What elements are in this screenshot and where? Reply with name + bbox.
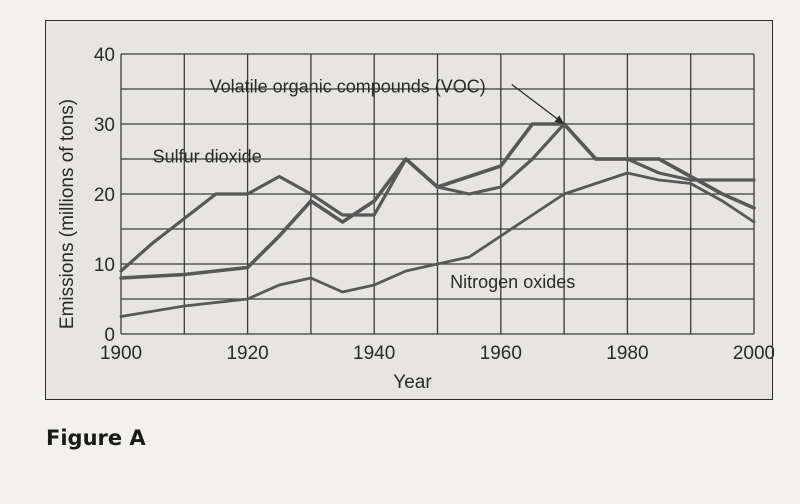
- y-tick-label: 10: [94, 255, 115, 276]
- series-line-2: [119, 122, 756, 280]
- series-label-3: Nitrogen oxides: [450, 272, 575, 292]
- x-tick-label: 1960: [480, 343, 522, 364]
- chart-labels: Emissions (millions of tons) Year 0 10 20 3…: [57, 45, 774, 393]
- x-tick-label: 2000: [733, 343, 774, 364]
- series-label-1: Sulfur dioxide: [153, 147, 262, 167]
- annotation-arrow-head: [554, 115, 565, 124]
- x-tick-label: 1900: [100, 343, 142, 364]
- y-tick-label: 0: [104, 325, 115, 346]
- annotations: Sulfur dioxide Volatile organic compounds…: [153, 77, 576, 292]
- x-tick-label: 1980: [606, 343, 648, 364]
- x-axis-label: Year: [393, 372, 432, 393]
- annotation-arrow-line: [511, 83, 565, 125]
- y-tick-label: 20: [94, 185, 115, 206]
- x-tick-label: 1940: [353, 343, 395, 364]
- x-tick-label: 1920: [226, 343, 268, 364]
- line-chart: Emissions (millions of tons) Year 0 10 20 3…: [57, 45, 774, 393]
- series-label-2: Volatile organic compounds (VOC): [210, 77, 486, 97]
- y-tick-label: 40: [94, 45, 115, 66]
- y-axis-label: Emissions (millions of tons): [57, 99, 78, 329]
- series-line-3: [119, 171, 756, 318]
- figure-caption: Figure A: [46, 426, 146, 450]
- y-tick-label: 30: [94, 115, 115, 136]
- series-line-1: [119, 122, 756, 273]
- series-lines: [119, 122, 756, 318]
- chart-frame: Emissions (millions of tons) Year 0 10 20 3…: [45, 20, 774, 400]
